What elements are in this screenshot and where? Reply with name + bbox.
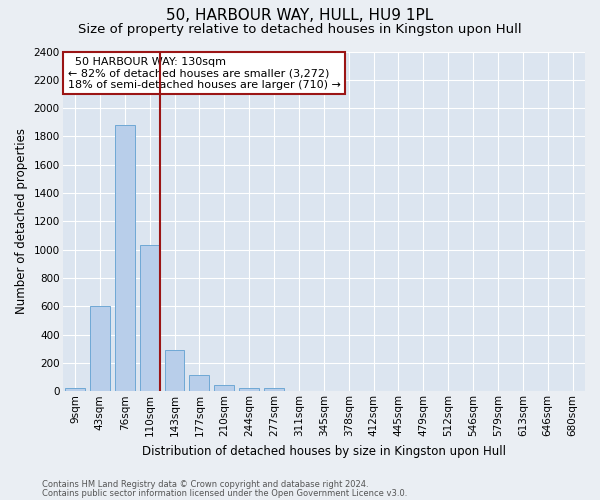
Bar — [115, 125, 135, 392]
Bar — [190, 375, 209, 392]
Y-axis label: Number of detached properties: Number of detached properties — [15, 128, 28, 314]
Bar — [214, 385, 234, 392]
Bar — [90, 306, 110, 392]
Bar — [264, 388, 284, 392]
Bar — [164, 350, 184, 392]
Text: 50, HARBOUR WAY, HULL, HU9 1PL: 50, HARBOUR WAY, HULL, HU9 1PL — [166, 8, 434, 22]
Text: Contains HM Land Registry data © Crown copyright and database right 2024.: Contains HM Land Registry data © Crown c… — [42, 480, 368, 489]
Text: Size of property relative to detached houses in Kingston upon Hull: Size of property relative to detached ho… — [78, 22, 522, 36]
Bar — [239, 388, 259, 392]
Text: Contains public sector information licensed under the Open Government Licence v3: Contains public sector information licen… — [42, 488, 407, 498]
Text: 50 HARBOUR WAY: 130sqm
← 82% of detached houses are smaller (3,272)
18% of semi-: 50 HARBOUR WAY: 130sqm ← 82% of detached… — [68, 56, 341, 90]
X-axis label: Distribution of detached houses by size in Kingston upon Hull: Distribution of detached houses by size … — [142, 444, 506, 458]
Bar — [65, 388, 85, 392]
Bar — [140, 246, 160, 392]
